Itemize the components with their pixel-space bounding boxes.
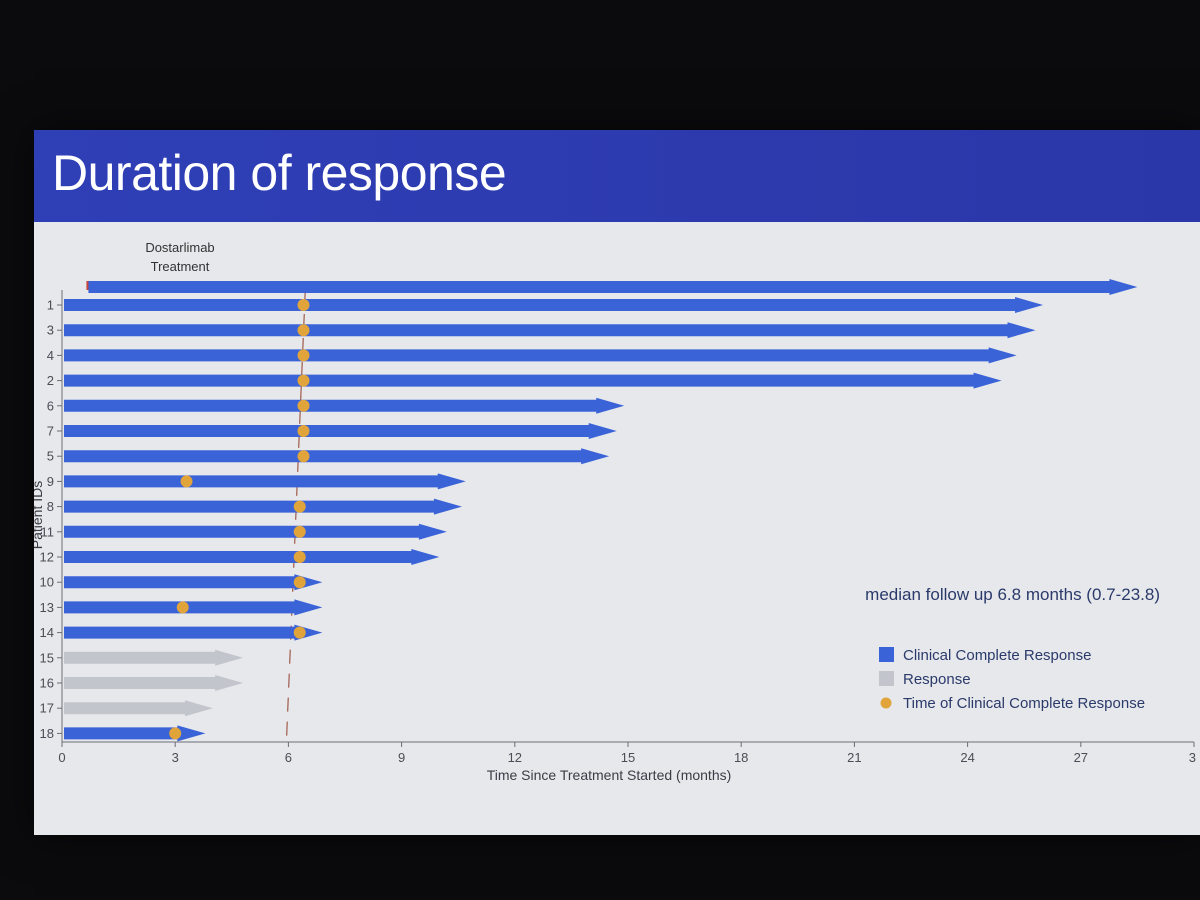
legend-label: Response	[903, 671, 971, 688]
ccr-time-marker-18	[169, 727, 182, 740]
legend-swatch	[879, 671, 894, 686]
treatment-bar-group: Dostarlimab Treatment	[86, 240, 310, 743]
ccr-time-marker-13	[176, 601, 189, 614]
ccr-time-marker-5	[297, 450, 310, 463]
patient-id-label: 16	[40, 676, 54, 691]
swimmer-chart: Dostarlimab Treatment 134267598111210131…	[34, 240, 1196, 783]
patient-bar-2	[64, 372, 1002, 389]
ccr-time-marker-6	[297, 399, 310, 412]
patient-id-label: 9	[47, 474, 54, 489]
ccr-time-marker-10	[293, 576, 306, 589]
x-tick-label: 27	[1074, 750, 1088, 765]
patient-bar-4	[64, 347, 1017, 364]
y-axis-title: Patient IDs	[34, 481, 45, 549]
patient-bar-18	[64, 725, 206, 742]
patient-bar-10	[64, 574, 323, 591]
ccr-time-marker-1	[297, 299, 310, 311]
patient-id-label: 1	[47, 298, 54, 313]
patient-id-label: 11	[41, 524, 55, 539]
x-tick-label: 24	[960, 750, 974, 765]
patient-bar-12	[64, 549, 440, 565]
slide-title: Duration of response	[52, 145, 507, 201]
ccr-time-marker-8	[293, 500, 306, 513]
treatment-label-line2: Treatment	[151, 259, 210, 274]
patient-id-label: 8	[47, 499, 54, 514]
patient-bar-3	[64, 322, 1036, 339]
legend: Clinical Complete Response Response Time o…	[879, 647, 1145, 712]
title-bar: Duration of response	[34, 130, 1200, 222]
patient-id-label: 3	[47, 323, 54, 338]
patient-bar-13	[64, 599, 323, 616]
patient-id-label: 17	[40, 701, 54, 716]
patient-id-label: 13	[40, 600, 54, 615]
patient-id-label: 2	[47, 373, 54, 388]
x-tick-label: 15	[621, 750, 635, 765]
legend-swatch	[879, 647, 894, 662]
patient-bar-6	[64, 397, 625, 414]
x-axis-title: Time Since Treatment Started (months)	[487, 767, 732, 783]
x-axis: 0 3 6 9 12 15 18 21 24 27 3	[58, 290, 1196, 765]
ccr-time-marker-7	[297, 425, 310, 437]
ccr-time-marker-2	[297, 374, 310, 387]
x-tick-label: 18	[734, 750, 748, 765]
ccr-time-marker-14	[293, 626, 306, 639]
ccr-time-marker-4	[297, 349, 310, 362]
patient-id-label: 5	[47, 449, 54, 464]
patient-id-label: 15	[40, 650, 54, 665]
patient-bar-14	[64, 624, 323, 641]
x-tick-label: 12	[508, 750, 522, 765]
ccr-time-marker-3	[297, 324, 310, 337]
x-tick-label: 0	[58, 750, 65, 765]
patient-id-label: 10	[40, 575, 54, 590]
x-tick-label: 3	[1189, 750, 1196, 765]
reference-dashed-line	[285, 289, 306, 743]
patient-bar-7	[64, 423, 617, 439]
patient-bar-15	[64, 649, 244, 666]
x-tick-label: 21	[847, 750, 861, 765]
ccr-time-marker-9	[180, 475, 193, 488]
x-tick-label: 6	[285, 750, 292, 765]
patient-bar-1	[64, 297, 1044, 313]
median-followup-note: median follow up 6.8 months (0.7-23.8)	[865, 585, 1160, 604]
x-tick-label: 3	[172, 750, 179, 765]
patient-id-label: 6	[47, 398, 54, 413]
legend-marker	[880, 697, 892, 709]
patient-bar-16	[64, 675, 244, 691]
legend-label: Time of Clinical Complete Response	[903, 695, 1145, 712]
x-tick-label: 9	[398, 750, 405, 765]
patient-id-label: 4	[47, 348, 54, 363]
ccr-time-marker-12	[293, 551, 306, 563]
top-followup-arrow	[88, 279, 1138, 295]
treatment-label-line1: Dostarlimab	[145, 240, 214, 255]
patient-id-label: 18	[40, 726, 54, 741]
patient-id-label: 14	[40, 625, 54, 640]
patient-bar-8	[64, 498, 462, 515]
patient-bar-9	[64, 473, 466, 490]
ccr-time-marker-11	[293, 525, 306, 538]
slide: Duration of response Dostarlimab Treatme…	[34, 130, 1200, 835]
patient-id-label: 12	[40, 550, 54, 565]
patient-bar-11	[64, 523, 447, 540]
legend-label: Clinical Complete Response	[903, 647, 1091, 664]
patient-id-label: 7	[47, 424, 54, 439]
patient-bar-5	[64, 448, 610, 465]
patient-bar-17	[64, 700, 213, 717]
